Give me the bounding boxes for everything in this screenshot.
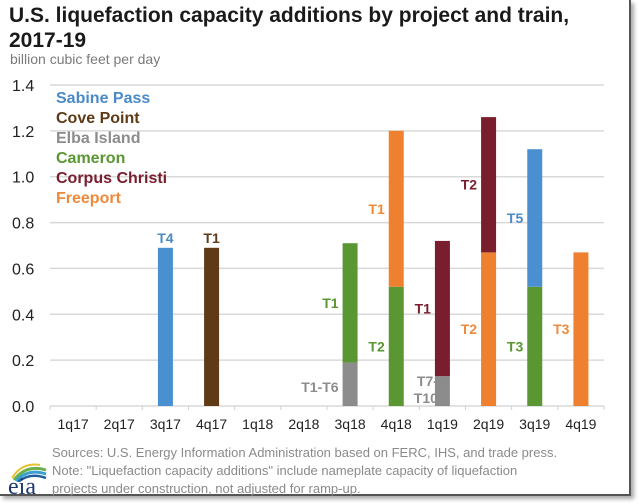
x-tick-label: 1q17	[58, 416, 89, 432]
train-data-label: T7-T10	[414, 373, 438, 406]
x-tick-label: 2q18	[288, 416, 319, 432]
sources-text: Sources: U.S. Energy Information Adminis…	[52, 445, 558, 460]
y-tick-label: 1.2	[12, 124, 34, 141]
train-data-label: T5	[507, 210, 524, 226]
bar-segment-freeport-2q19	[481, 252, 497, 406]
train-data-label: T2	[461, 177, 478, 193]
y-tick-label: 0.2	[12, 353, 34, 370]
bar-segment-corpus-christi-1q19	[434, 240, 450, 377]
y-tick-label: 0.4	[12, 307, 34, 324]
y-axis-units-label: billion cubic feet per day	[10, 51, 161, 67]
note-text-line2: projects under construction, not adjuste…	[52, 481, 361, 496]
train-data-label: T1	[415, 301, 432, 317]
bar-segment-cameron-3q18	[342, 243, 358, 363]
train-data-label: T1	[203, 230, 220, 246]
x-tick-label: 3q17	[150, 416, 181, 432]
train-data-label-line: T1	[203, 230, 220, 246]
bar-segment-freeport-4q19	[573, 252, 589, 406]
bar-segment-cameron-4q18	[388, 286, 404, 406]
bar-segment-freeport-4q18	[388, 130, 404, 287]
train-data-label-line: T1	[415, 301, 432, 317]
x-tick-label: 3q18	[335, 416, 366, 432]
y-tick-label: 0.6	[12, 261, 34, 278]
legend-entry: Corpus Christi	[56, 170, 167, 187]
train-data-label: T1-T6	[301, 379, 339, 395]
train-data-label-line: T1	[322, 295, 339, 311]
train-data-label-line: T5	[507, 210, 524, 226]
train-data-label-line: T10	[414, 390, 438, 406]
train-data-label-line: T3	[553, 321, 570, 337]
train-data-label: T4	[157, 230, 174, 246]
chart-plot-area: 0.0 0.2 0.4 0.6 0.8 1.0 1.2 1.4 1q17 2q17 3q17 4q17…	[12, 78, 605, 432]
chart-footer: Sources: U.S. Energy Information Adminis…	[52, 444, 557, 498]
x-tick-label: 1q19	[427, 416, 458, 432]
train-data-label: T3	[553, 321, 570, 337]
x-tick-label: 4q18	[381, 416, 412, 432]
train-data-label: T1	[368, 201, 385, 217]
chart-frame	[0, 0, 631, 496]
note-text-line1: Note: "Liquefaction capacity additions" …	[52, 463, 518, 478]
train-data-label-line: T2	[368, 338, 385, 354]
x-tick-label: 2q19	[473, 416, 504, 432]
y-tick-label: 0.0	[12, 399, 34, 416]
bar-segment-corpus-christi-2q19	[481, 117, 497, 253]
y-tick-label: 1.4	[12, 78, 34, 95]
y-tick-label: 1.0	[12, 170, 34, 187]
bar-segment-sabine-pass-3q17	[157, 247, 173, 406]
train-data-label: T2	[368, 338, 385, 354]
legend-entry: Elba Island	[56, 130, 140, 147]
x-tick-label: 4q17	[196, 416, 227, 432]
bar-segment-elba-island-3q18	[342, 362, 358, 406]
train-data-label-line: T7-	[417, 373, 438, 389]
y-tick-label: 0.8	[12, 216, 34, 233]
train-data-label: T1	[322, 295, 339, 311]
eia-logo: eia	[6, 462, 50, 500]
train-data-label-line: T3	[507, 338, 524, 354]
bar-segment-cameron-3q19	[527, 286, 543, 406]
legend-entry: Cove Point	[56, 110, 140, 127]
train-data-label: T3	[507, 338, 524, 354]
train-data-label-line: T1-T6	[301, 379, 339, 395]
bar-segment-sabine-pass-3q19	[527, 149, 543, 287]
train-data-label-line: T2	[461, 321, 478, 337]
x-tick-label: 1q18	[242, 416, 273, 432]
train-data-label: T2	[461, 321, 478, 337]
train-data-label-line: T2	[461, 177, 478, 193]
x-tick-label: 2q17	[104, 416, 135, 432]
train-data-label-line: T1	[368, 201, 385, 217]
bar-segment-cove-point-4q17	[204, 247, 220, 406]
chart-title: U.S. liquefaction capacity additions by …	[9, 4, 570, 52]
x-tick-label: 3q19	[519, 416, 550, 432]
eia-logo-swoosh-icon	[11, 463, 47, 482]
x-tick-label: 4q19	[565, 416, 596, 432]
bar-segment-elba-island-1q19	[434, 376, 450, 406]
train-data-label-line: T4	[157, 230, 174, 246]
legend-entry: Freeport	[56, 190, 122, 207]
eia-logo-text: eia	[8, 474, 36, 500]
legend-entry: Cameron	[56, 150, 125, 167]
legend-entry: Sabine Pass	[56, 90, 150, 107]
